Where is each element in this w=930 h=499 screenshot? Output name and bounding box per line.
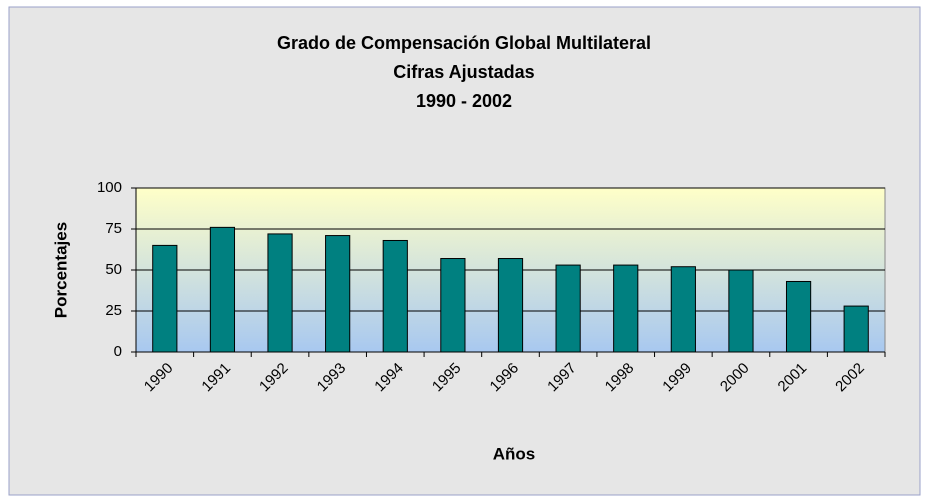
bar (267, 233, 293, 353)
bar (843, 305, 869, 353)
chart-subtitle: 1990 - 2002 (416, 91, 512, 111)
y-tick-label: 0 (114, 343, 122, 360)
y-tick-label: 50 (105, 261, 122, 278)
y-tick-label: 100 (97, 179, 122, 196)
bar (613, 264, 639, 353)
bar (670, 266, 696, 353)
x-axis-label: Años (493, 444, 536, 463)
bar (555, 264, 581, 353)
bar (325, 235, 351, 353)
bar (382, 239, 408, 353)
chart-title: Grado de Compensación Global Multilatera… (277, 33, 651, 53)
y-axis-label: Porcentajes (51, 222, 70, 318)
y-tick-label: 75 (105, 220, 122, 237)
chart-subtitle: Cifras Ajustadas (393, 62, 534, 82)
bar (209, 226, 236, 353)
bar (497, 258, 524, 353)
bar (728, 269, 754, 353)
bar (785, 280, 812, 353)
y-tick-label: 25 (105, 302, 122, 319)
bar (440, 258, 466, 353)
bar (152, 244, 178, 353)
